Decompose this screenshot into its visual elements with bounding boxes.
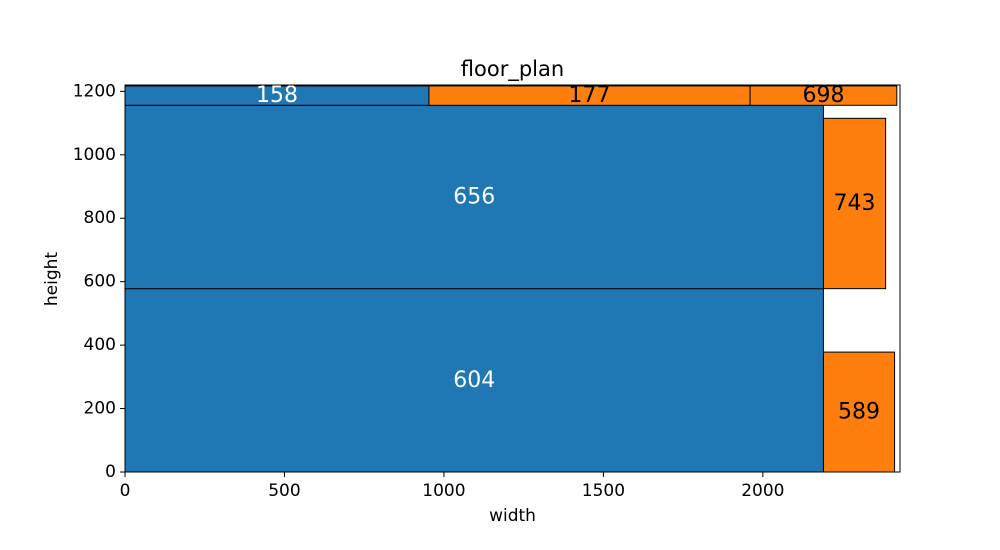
x-tick-label: 0 [120,481,131,501]
chart-title: floor_plan [461,57,564,82]
axes-frame [124,84,901,473]
x-tick-label: 1000 [422,481,465,501]
room-604 [124,288,824,473]
x-tick-label: 2000 [741,481,784,501]
x-tick-label: 500 [268,481,300,501]
rooms-layer: 604 656 158 177 698 743 589 [124,83,898,473]
x-tick-label: 1500 [582,481,625,501]
room-label-698: 698 [802,83,844,108]
y-tick-label: 0 [105,462,116,482]
x-axis: 0 500 1000 1500 2000 [120,472,784,501]
room-743 [822,117,887,290]
y-tick-label: 600 [84,272,116,292]
y-tick-label: 1000 [73,145,116,165]
room-label-656: 656 [453,184,495,209]
y-axis: 0 200 400 600 800 1000 1200 [73,81,125,482]
y-tick-label: 1200 [73,81,116,101]
room-589 [822,351,896,473]
room-label-743: 743 [834,191,876,216]
room-label-177: 177 [569,83,611,108]
y-tick-label: 800 [84,208,116,228]
room-label-604: 604 [453,368,495,393]
y-axis-label: height [42,252,62,307]
room-label-158: 158 [256,83,298,108]
room-label-589: 589 [838,400,880,425]
room-698 [749,85,898,106]
x-axis-label: width [489,506,536,526]
y-tick-label: 200 [84,399,116,419]
y-tick-label: 400 [84,335,116,355]
